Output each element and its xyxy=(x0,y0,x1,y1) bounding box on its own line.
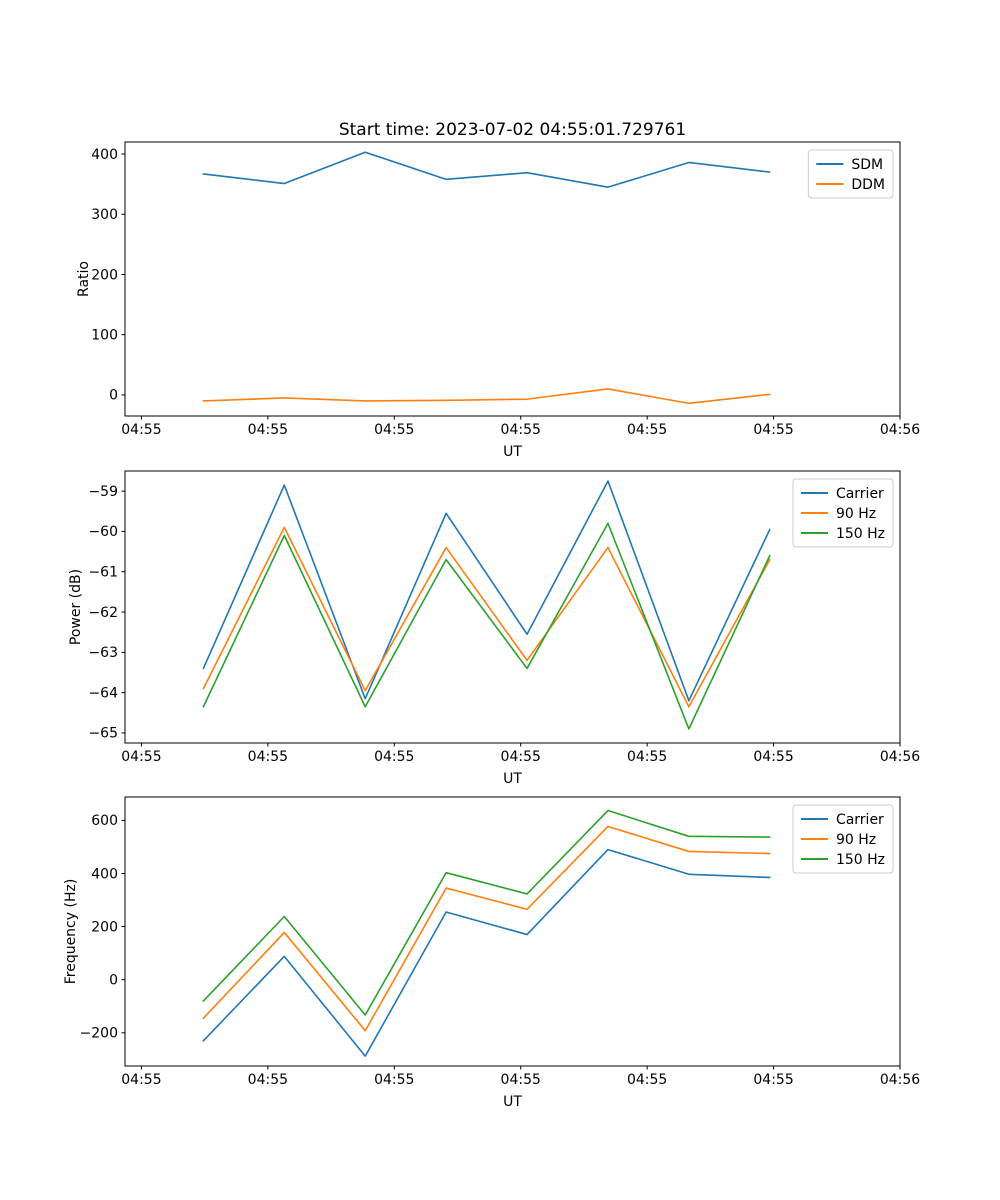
series-line-90-hz xyxy=(202,526,771,708)
legend-label: 150 Hz xyxy=(836,526,885,542)
figure-title: Start time: 2023-07-02 04:55:01.729761 xyxy=(338,120,687,140)
y-tick-label: −200 xyxy=(80,1026,118,1042)
y-tick-label: −64 xyxy=(88,685,118,701)
x-tick-label: 04:55 xyxy=(753,422,793,438)
y-tick-label: 400 xyxy=(91,866,118,882)
x-tick-label: 04:56 xyxy=(880,1072,920,1088)
legend-entry-carrier: Carrier xyxy=(800,812,884,828)
axes-frame xyxy=(124,796,901,1067)
y-tick-label: 200 xyxy=(91,919,118,935)
series-line-sdm xyxy=(202,151,771,188)
x-tick-label: 04:55 xyxy=(248,1072,288,1088)
legend-entry-90-hz: 90 Hz xyxy=(800,832,876,848)
axes-frame xyxy=(124,141,901,417)
x-tick-label: 04:55 xyxy=(753,749,793,765)
x-tick-label: 04:55 xyxy=(627,749,667,765)
x-tick-label: 04:55 xyxy=(374,1072,414,1088)
series-line-carrier xyxy=(202,480,771,702)
y-tick-label: 0 xyxy=(109,972,118,988)
legend-box xyxy=(792,478,894,548)
series-line-carrier xyxy=(202,848,771,1057)
subplot-power-db: 04:55 04:55 04:55 04:55 04:55 04:55 04:56 UT −65… xyxy=(68,470,920,787)
legend-label: Carrier xyxy=(836,812,884,828)
legend-entry-150-hz: 150 Hz xyxy=(800,526,885,542)
legend-box xyxy=(792,804,894,874)
subplot-frequency-hz: 04:55 04:55 04:55 04:55 04:55 04:55 04:56 UT −20… xyxy=(63,796,920,1110)
x-tick-label: 04:56 xyxy=(880,749,920,765)
legend-label: 150 Hz xyxy=(836,852,885,868)
legend-entry-90-hz: 90 Hz xyxy=(800,506,876,522)
y-axis-label: Ratio xyxy=(76,261,92,297)
x-tick-label: 04:56 xyxy=(880,422,920,438)
y-tick-label: 600 xyxy=(91,813,118,829)
x-axis-label: UT xyxy=(503,444,522,460)
x-tick-label: 04:55 xyxy=(501,422,541,438)
series-line-150-hz xyxy=(202,522,771,730)
axes-frame xyxy=(124,470,901,744)
y-tick-label: −59 xyxy=(88,484,118,500)
x-tick-label: 04:55 xyxy=(627,422,667,438)
legend-entry-ddm: DDM xyxy=(816,177,885,193)
legend: Carrier 90 Hz 150 Hz xyxy=(792,804,894,874)
y-tick-label: 400 xyxy=(91,147,118,163)
legend: SDM DDM xyxy=(807,149,894,199)
legend-box xyxy=(807,149,894,199)
series-line-150-hz xyxy=(202,809,771,1016)
y-tick-label: 100 xyxy=(91,328,118,344)
legend-label: Carrier xyxy=(836,486,884,502)
y-tick-label: 200 xyxy=(91,267,118,283)
x-axis-label: UT xyxy=(503,771,522,787)
y-tick-label: −65 xyxy=(88,726,118,742)
x-tick-label: 04:55 xyxy=(501,1072,541,1088)
legend: Carrier 90 Hz 150 Hz xyxy=(792,478,894,548)
x-tick-label: 04:55 xyxy=(627,1072,667,1088)
x-tick-label: 04:55 xyxy=(374,422,414,438)
y-axis-label: Frequency (Hz) xyxy=(63,879,79,985)
x-axis-label: UT xyxy=(503,1094,522,1110)
legend-label: 90 Hz xyxy=(836,506,876,522)
x-tick-label: 04:55 xyxy=(753,1072,793,1088)
legend-entry-150-hz: 150 Hz xyxy=(800,852,885,868)
legend-label: 90 Hz xyxy=(836,832,876,848)
x-tick-label: 04:55 xyxy=(121,422,161,438)
y-tick-label: −61 xyxy=(88,565,118,581)
y-tick-label: −62 xyxy=(88,605,118,621)
legend-label: SDM xyxy=(851,157,883,173)
y-axis-label: Power (dB) xyxy=(68,569,84,645)
series-line-90-hz xyxy=(202,825,771,1032)
series-line-ddm xyxy=(202,388,771,405)
subplot-ratio: 04:55 04:55 04:55 04:55 04:55 04:55 04:56 UT 0 10… xyxy=(76,141,920,460)
legend-entry-carrier: Carrier xyxy=(800,486,884,502)
x-tick-label: 04:55 xyxy=(501,749,541,765)
x-tick-label: 04:55 xyxy=(248,422,288,438)
x-tick-label: 04:55 xyxy=(121,1072,161,1088)
legend-label: DDM xyxy=(851,177,885,193)
x-tick-label: 04:55 xyxy=(121,749,161,765)
x-tick-label: 04:55 xyxy=(248,749,288,765)
y-tick-label: −60 xyxy=(88,524,118,540)
y-tick-label: 0 xyxy=(109,388,118,404)
legend-entry-sdm: SDM xyxy=(816,157,883,173)
x-tick-label: 04:55 xyxy=(374,749,414,765)
y-tick-label: −63 xyxy=(88,645,118,661)
y-tick-label: 300 xyxy=(91,207,118,223)
